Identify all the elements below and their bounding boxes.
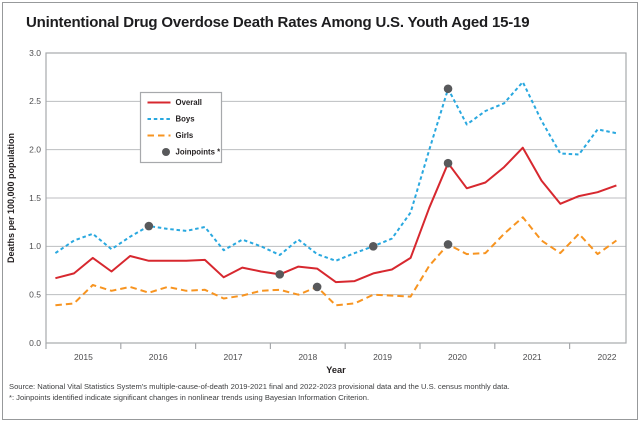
x-tick-label: 2020 <box>448 352 467 362</box>
joinpoint-marker <box>443 84 453 94</box>
x-tick-label: 2016 <box>149 352 168 362</box>
joinpoint-marker <box>275 270 285 279</box>
x-tick-label: 2021 <box>523 352 542 362</box>
x-tick-label: 2019 <box>373 352 392 362</box>
x-tick-label: 2015 <box>74 352 93 362</box>
page-title: Unintentional Drug Overdose Death Rates … <box>26 14 530 31</box>
y-axis-title: Deaths per 100,000 population <box>6 133 16 263</box>
joinpoint-marker <box>144 221 154 231</box>
joinpoint-marker <box>443 158 453 168</box>
x-tick-label: 2018 <box>298 352 317 362</box>
footer-footnote-line: *: Joinpoints identified indicate signif… <box>9 393 370 402</box>
x-tick-label: 2017 <box>224 352 243 362</box>
joinpoint-marker <box>312 282 322 292</box>
y-tick-label: 1.0 <box>29 241 41 251</box>
legend-label-boys: Boys <box>176 115 196 124</box>
series-line-boys <box>54 81 617 262</box>
figure-frame <box>2 2 638 420</box>
y-tick-label: 2.5 <box>29 96 41 106</box>
legend-label-overall: Overall <box>176 98 202 107</box>
footer-source-line: Source: National Vital Statistics System… <box>9 382 510 391</box>
footer: Source: National Vital Statistics System… <box>9 381 629 403</box>
legend-label-joinpoints: Joinpoints * <box>176 148 222 157</box>
legend-box <box>139 91 223 164</box>
y-tick-label: 1.5 <box>29 193 41 203</box>
legend-swatch-joinpoints <box>162 148 170 156</box>
legend-label-girls: Girls <box>176 131 194 140</box>
y-tick-label: 0.0 <box>29 338 41 348</box>
y-tick-label: 3.0 <box>29 48 41 58</box>
series-line-overall <box>55 146 617 284</box>
joinpoint-marker <box>368 242 378 251</box>
series-line-girls <box>55 216 617 307</box>
joinpoint-marker <box>443 240 453 249</box>
y-tick-label: 0.5 <box>29 289 41 299</box>
y-tick-label: 2.0 <box>29 144 41 154</box>
x-tick-label: 2022 <box>598 352 617 362</box>
x-axis-title: Year <box>326 365 346 375</box>
plot-frame <box>45 52 627 344</box>
